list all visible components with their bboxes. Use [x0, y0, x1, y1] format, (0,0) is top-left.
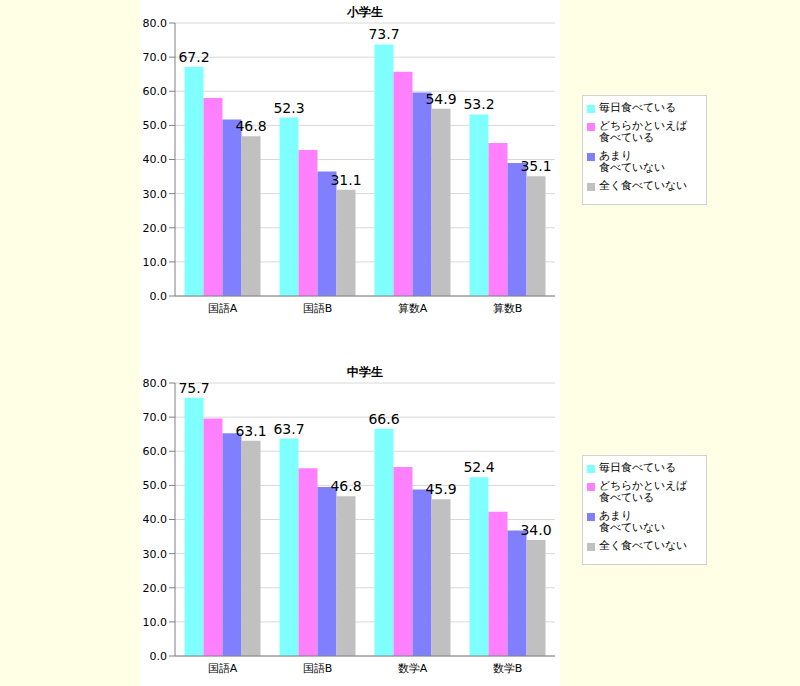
svg-text:50.0: 50.0 — [143, 479, 168, 492]
html-text:中学生: 中学生 — [347, 365, 383, 379]
svg-text:70.0: 70.0 — [143, 411, 168, 424]
svg-text:60.0: 60.0 — [143, 85, 168, 98]
svg-text:75.7: 75.7 — [178, 380, 209, 396]
svg-text:70.0: 70.0 — [143, 51, 168, 64]
svg-text:国語B: 国語B — [303, 302, 333, 315]
svg-text:53.2: 53.2 — [463, 96, 494, 112]
svg-text:60.0: 60.0 — [143, 445, 168, 458]
html-text:どちらかといえば 食べている: どちらかといえば 食べている — [599, 479, 687, 504]
html-text:毎日食べている: 毎日食べている — [599, 101, 676, 114]
svg-text:数学B: 数学B — [493, 662, 523, 675]
svg-text:算数B: 算数B — [493, 302, 523, 315]
svg-text:20.0: 20.0 — [143, 222, 168, 235]
svg-text:国語A: 国語A — [208, 662, 238, 675]
svg-text:10.0: 10.0 — [143, 616, 168, 629]
svg-text:63.1: 63.1 — [235, 423, 266, 439]
svg-text:67.2: 67.2 — [178, 49, 209, 65]
svg-text:45.9: 45.9 — [425, 481, 456, 497]
svg-text:算数A: 算数A — [398, 302, 428, 315]
svg-text:34.0: 34.0 — [520, 522, 551, 538]
svg-text:0.0: 0.0 — [150, 290, 168, 303]
html-text:毎日食べている: 毎日食べている — [599, 461, 676, 474]
svg-text:46.8: 46.8 — [330, 478, 361, 494]
svg-text:80.0: 80.0 — [143, 377, 168, 390]
svg-text:40.0: 40.0 — [143, 513, 168, 526]
svg-text:66.6: 66.6 — [368, 411, 399, 427]
svg-text:30.0: 30.0 — [143, 548, 168, 561]
html-text:どちらかといえば 食べている: どちらかといえば 食べている — [599, 119, 687, 144]
html-text:全く食べていない: 全く食べていない — [599, 179, 687, 192]
svg-text:54.9: 54.9 — [425, 91, 456, 107]
svg-text:52.3: 52.3 — [273, 100, 304, 116]
svg-text:31.1: 31.1 — [330, 172, 361, 188]
svg-text:40.0: 40.0 — [143, 153, 168, 166]
svg-text:73.7: 73.7 — [368, 26, 399, 42]
svg-text:30.0: 30.0 — [143, 188, 168, 201]
svg-text:国語A: 国語A — [208, 302, 238, 315]
svg-text:50.0: 50.0 — [143, 119, 168, 132]
svg-text:80.0: 80.0 — [143, 17, 168, 30]
svg-text:52.4: 52.4 — [463, 459, 494, 475]
svg-text:10.0: 10.0 — [143, 256, 168, 269]
svg-text:46.8: 46.8 — [235, 118, 266, 134]
svg-text:0.0: 0.0 — [150, 650, 168, 663]
svg-text:35.1: 35.1 — [520, 158, 551, 174]
svg-text:63.7: 63.7 — [273, 421, 304, 437]
html-text:あまり 食べていない: あまり 食べていない — [599, 509, 665, 534]
html-text:あまり 食べていない: あまり 食べていない — [599, 149, 665, 174]
svg-text:国語B: 国語B — [303, 662, 333, 675]
svg-text:20.0: 20.0 — [143, 582, 168, 595]
svg-text:数学A: 数学A — [398, 662, 428, 675]
html-text:小学生: 小学生 — [347, 5, 383, 19]
html-text:全く食べていない: 全く食べていない — [599, 539, 687, 552]
